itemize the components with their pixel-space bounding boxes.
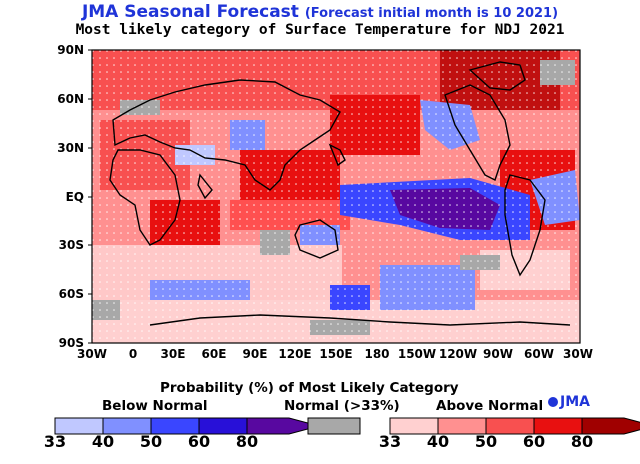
above-tick: 50 — [474, 432, 498, 451]
legend-normal-swatch — [307, 417, 361, 435]
lat-label-60s: 60S — [58, 287, 84, 301]
lon-label: 60W — [524, 347, 554, 361]
legend-above-bar — [389, 417, 640, 435]
lon-label: 0 — [128, 347, 138, 361]
lat-label-90s: 90S — [58, 336, 84, 350]
above-tick: 33 — [378, 432, 402, 451]
lon-label: 120W — [438, 347, 478, 361]
lon-label: 150W — [397, 347, 437, 361]
legend-swatch — [581, 417, 640, 435]
below-tick: 40 — [91, 432, 115, 451]
lat-label-60n: 60N — [57, 92, 84, 106]
above-tick: 60 — [522, 432, 546, 451]
lon-label: 150E — [319, 347, 353, 361]
above-tick: 40 — [426, 432, 450, 451]
jma-logo: JMA — [548, 394, 590, 410]
map-field — [92, 50, 580, 343]
lon-label: 60E — [201, 347, 227, 361]
lon-label: 90E — [242, 347, 268, 361]
lon-label: 180 — [364, 347, 390, 361]
legend-title: Probability (%) of Most Likely Category — [160, 380, 459, 396]
below-tick: 60 — [187, 432, 211, 451]
title-initial-month: (Forecast initial month is 10 2021) — [304, 6, 559, 21]
below-tick: 33 — [43, 432, 67, 451]
lon-label: 30W — [563, 347, 593, 361]
map-title: JMA Seasonal Forecast (Forecast initial … — [0, 2, 640, 22]
lon-label: 30E — [160, 347, 186, 361]
lat-label-eq: EQ — [65, 190, 84, 204]
lon-label: 120E — [278, 347, 312, 361]
lat-label-30s: 30S — [58, 238, 84, 252]
lon-label: 30W — [77, 347, 107, 361]
title-main: JMA Seasonal Forecast — [81, 2, 299, 22]
lat-label-90n: 90N — [57, 43, 84, 57]
legend-above-label: Above Normal — [436, 398, 544, 414]
lon-label: 90W — [483, 347, 513, 361]
legend-below-bar — [54, 417, 321, 435]
jma-emblem-icon — [548, 397, 558, 407]
legend-below-label: Below Normal — [102, 398, 208, 414]
lat-label-30n: 30N — [57, 141, 84, 155]
legend-swatch — [246, 417, 321, 435]
below-tick: 50 — [139, 432, 163, 451]
above-tick: 80 — [570, 432, 594, 451]
legend-normal-label: Normal (>33%) — [284, 398, 400, 414]
below-tick: 80 — [235, 432, 259, 451]
map-subtitle: Most likely category of Surface Temperat… — [75, 22, 565, 38]
